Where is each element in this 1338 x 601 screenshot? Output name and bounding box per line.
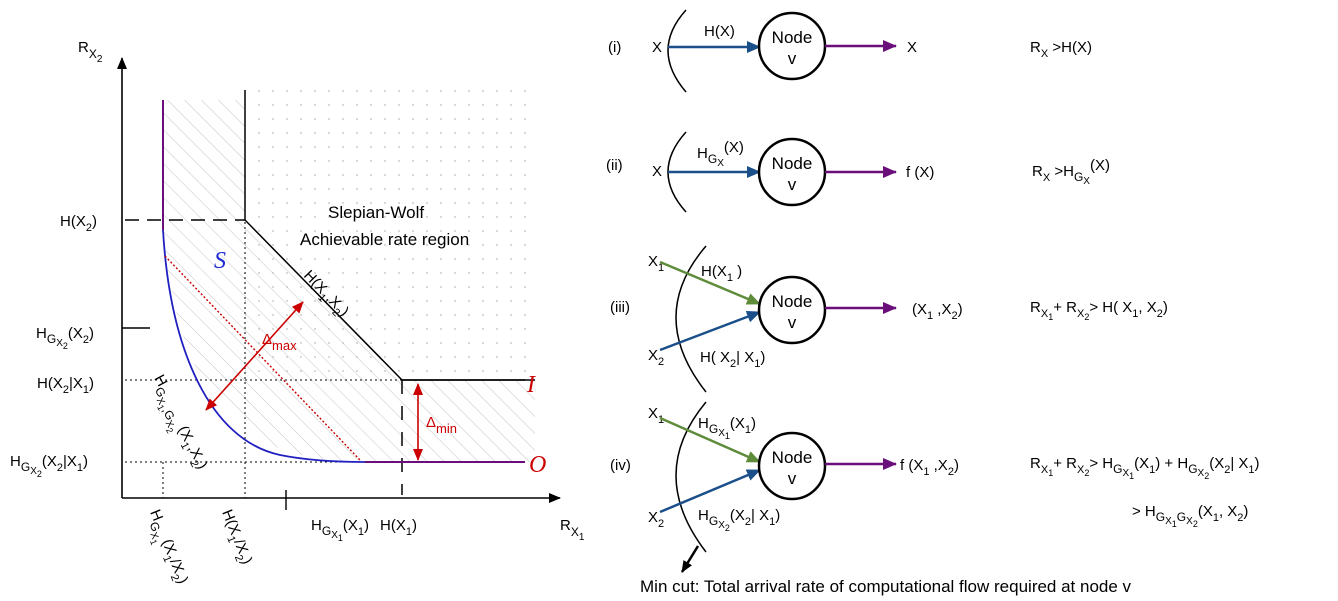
row-iii-edge-2: H( X2| X1)	[700, 349, 765, 370]
y-tick-hx2: H(X2)	[60, 213, 97, 234]
row-ii-node-v: v	[788, 175, 797, 194]
delta-max-arrow	[205, 301, 304, 411]
row-iii-edge-1: H(X1 )	[701, 263, 742, 284]
min-cut-pointer	[680, 545, 700, 573]
row-iv-condition-1: RX1+ RX2> HGX1(X1) + HGX2(X2| X1)	[1030, 455, 1260, 481]
row-iii-node-title: Node	[772, 292, 813, 311]
row-i-node-title: Node	[772, 28, 813, 47]
row-iii-node-v: v	[788, 313, 797, 332]
row-iv-node-title: Node	[772, 448, 813, 467]
row-i-cut	[667, 9, 687, 93]
min-cut-caption: Min cut: Total arrival rate of computati…	[640, 577, 1132, 596]
row-iv-condition-2: > HGX1GX2(X1, X2)	[1132, 503, 1248, 529]
row-iv-in-arrow-1	[659, 416, 761, 464]
hatched-region-right	[402, 380, 535, 462]
row-i-condition: RX >H(X)	[1030, 39, 1092, 60]
row-iii-in-arrow-2	[659, 310, 761, 352]
row-iii-numeral: (iii)	[610, 299, 630, 316]
region-title-1: Slepian-Wolf	[328, 203, 424, 222]
row-iii-in-arrow-1	[659, 260, 761, 306]
y-tick-hcond: H(X2|X1)	[37, 375, 94, 396]
row-iv-node	[757, 431, 827, 501]
row-i-node-v: v	[788, 49, 797, 68]
row-ii: (ii) X HGX(X) Node v f (X) RX >HGX(X)	[606, 131, 1110, 213]
row-i-edge-label: H(X)	[704, 23, 735, 40]
row-iii-cut	[675, 245, 707, 393]
row-ii-input: X	[652, 163, 662, 180]
row-iv: (iv) X1 X2 HGX1(X1) HGX2(X2| X1) Node v …	[610, 401, 1260, 596]
blue-curve	[162, 229, 366, 463]
row-ii-node-title: Node	[772, 154, 813, 173]
row-iii-input-2: X2	[648, 347, 664, 368]
row-iv-output: f (X1 ,X2)	[900, 457, 959, 478]
row-i-numeral: (i)	[608, 39, 621, 56]
row-iv-in-arrow-2	[659, 468, 761, 514]
y-tick-hgcond: HGX2(X2|X1)	[10, 453, 88, 479]
curve-label: HGX1,GX2(X1,X2)	[140, 372, 214, 476]
region-title-2: Achievable rate region	[300, 230, 469, 249]
x-tick-hx1: H(X1)	[380, 517, 417, 538]
delta-min-label: Δmin	[426, 414, 457, 436]
y-tick-hg: HGX2(X2)	[36, 325, 94, 351]
row-iii-output: (X1 ,X2)	[912, 301, 963, 322]
row-iv-cut	[675, 401, 707, 553]
region-s-label: S	[214, 248, 226, 274]
row-iii-node	[757, 275, 827, 345]
x-tick-hg-cond: HGX1(X1/X2)	[138, 507, 191, 589]
row-i-output: X	[907, 39, 917, 56]
y-axis-label: RX2	[78, 39, 103, 65]
row-i: (i) X H(X) Node v X RX >H(X)	[608, 9, 1092, 93]
delta-max-label: Δmax	[262, 331, 297, 353]
row-iii: (iii) X1 X2 H(X1 ) H( X2| X1) Node v (X1…	[610, 245, 1168, 393]
x-tick-hcond: H(X1/X2)	[215, 507, 256, 568]
row-iv-node-v: v	[788, 469, 797, 488]
row-iv-edge-2: HGX2(X2| X1)	[698, 507, 780, 533]
region-i-label: I	[526, 372, 536, 398]
row-iv-numeral: (iv)	[610, 457, 631, 474]
row-iv-edge-1: HGX1(X1)	[698, 415, 756, 441]
x-tick-hg1: HGX1(X1)	[311, 517, 369, 543]
row-ii-condition: RX >HGX(X)	[1032, 157, 1110, 187]
row-i-input: X	[652, 39, 662, 56]
row-iv-input-1: X1	[648, 405, 664, 426]
region-o-label: O	[529, 452, 546, 478]
row-iv-input-2: X2	[648, 509, 664, 530]
x-axis-label: RX1	[560, 517, 585, 543]
row-iii-input-1: X1	[648, 253, 664, 274]
rate-region-plot: RX2 RX1 Slepian-Wolf Achievable rate reg…	[10, 39, 585, 589]
row-ii-output: f (X)	[906, 164, 934, 181]
row-iii-condition: RX1+ RX2> H( X1, X2)	[1030, 299, 1168, 322]
row-ii-numeral: (ii)	[606, 157, 623, 174]
row-ii-edge-label: HGX(X)	[697, 139, 744, 169]
